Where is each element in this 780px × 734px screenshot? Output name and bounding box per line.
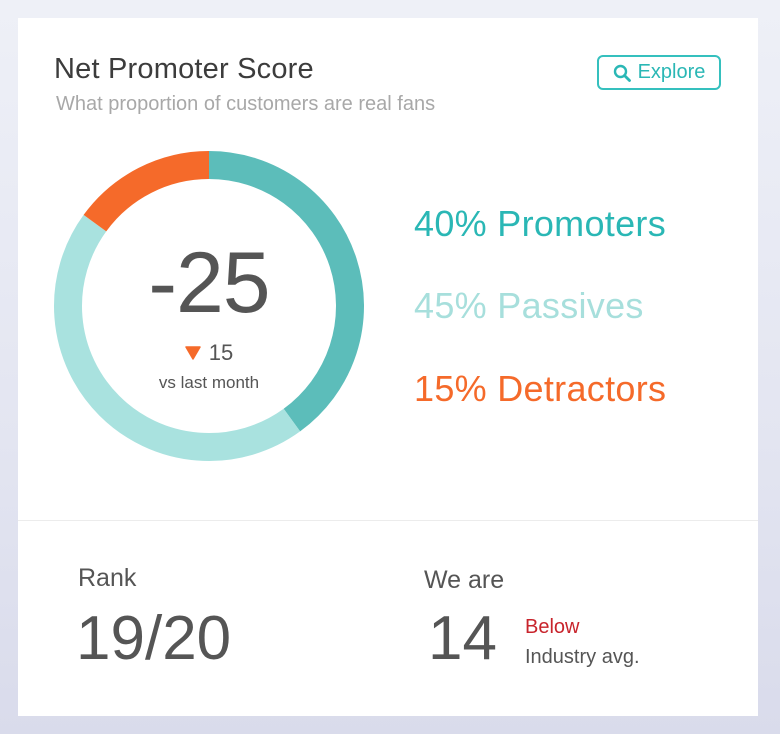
rank-label: Rank bbox=[78, 564, 137, 592]
legend-promoters: 40% Promoters bbox=[414, 203, 666, 244]
legend-passives: 45% Passives bbox=[414, 285, 644, 326]
explore-button[interactable]: Explore bbox=[597, 55, 721, 90]
donut-slice-passives bbox=[54, 214, 301, 461]
search-icon bbox=[613, 64, 631, 82]
explore-label: Explore bbox=[637, 61, 706, 83]
widget-title: Net Promoter Score bbox=[54, 53, 314, 85]
nps-card: Net Promoter Score What proportion of cu… bbox=[18, 18, 758, 716]
widget-subtitle: What proportion of customers are real fa… bbox=[56, 93, 436, 115]
legend-detractors: 15% Detractors bbox=[414, 368, 667, 409]
triangle-down-icon bbox=[185, 340, 201, 366]
score-change-label: vs last month bbox=[158, 373, 260, 392]
comparison-label: Below bbox=[525, 616, 580, 638]
nps-score: -25 bbox=[148, 235, 270, 331]
rank-value: 19/20 bbox=[76, 604, 232, 673]
donut-slice-detractors bbox=[83, 151, 210, 232]
weare-value: 14 bbox=[428, 604, 497, 673]
score-change: 15 bbox=[51, 340, 367, 366]
weare-label: We are bbox=[424, 566, 505, 594]
nps-donut-chart bbox=[54, 151, 364, 461]
section-divider bbox=[18, 520, 758, 521]
score-change-value: 15 bbox=[208, 340, 234, 365]
benchmark-label: Industry avg. bbox=[525, 646, 640, 668]
donut-slice-promoters bbox=[208, 151, 364, 432]
